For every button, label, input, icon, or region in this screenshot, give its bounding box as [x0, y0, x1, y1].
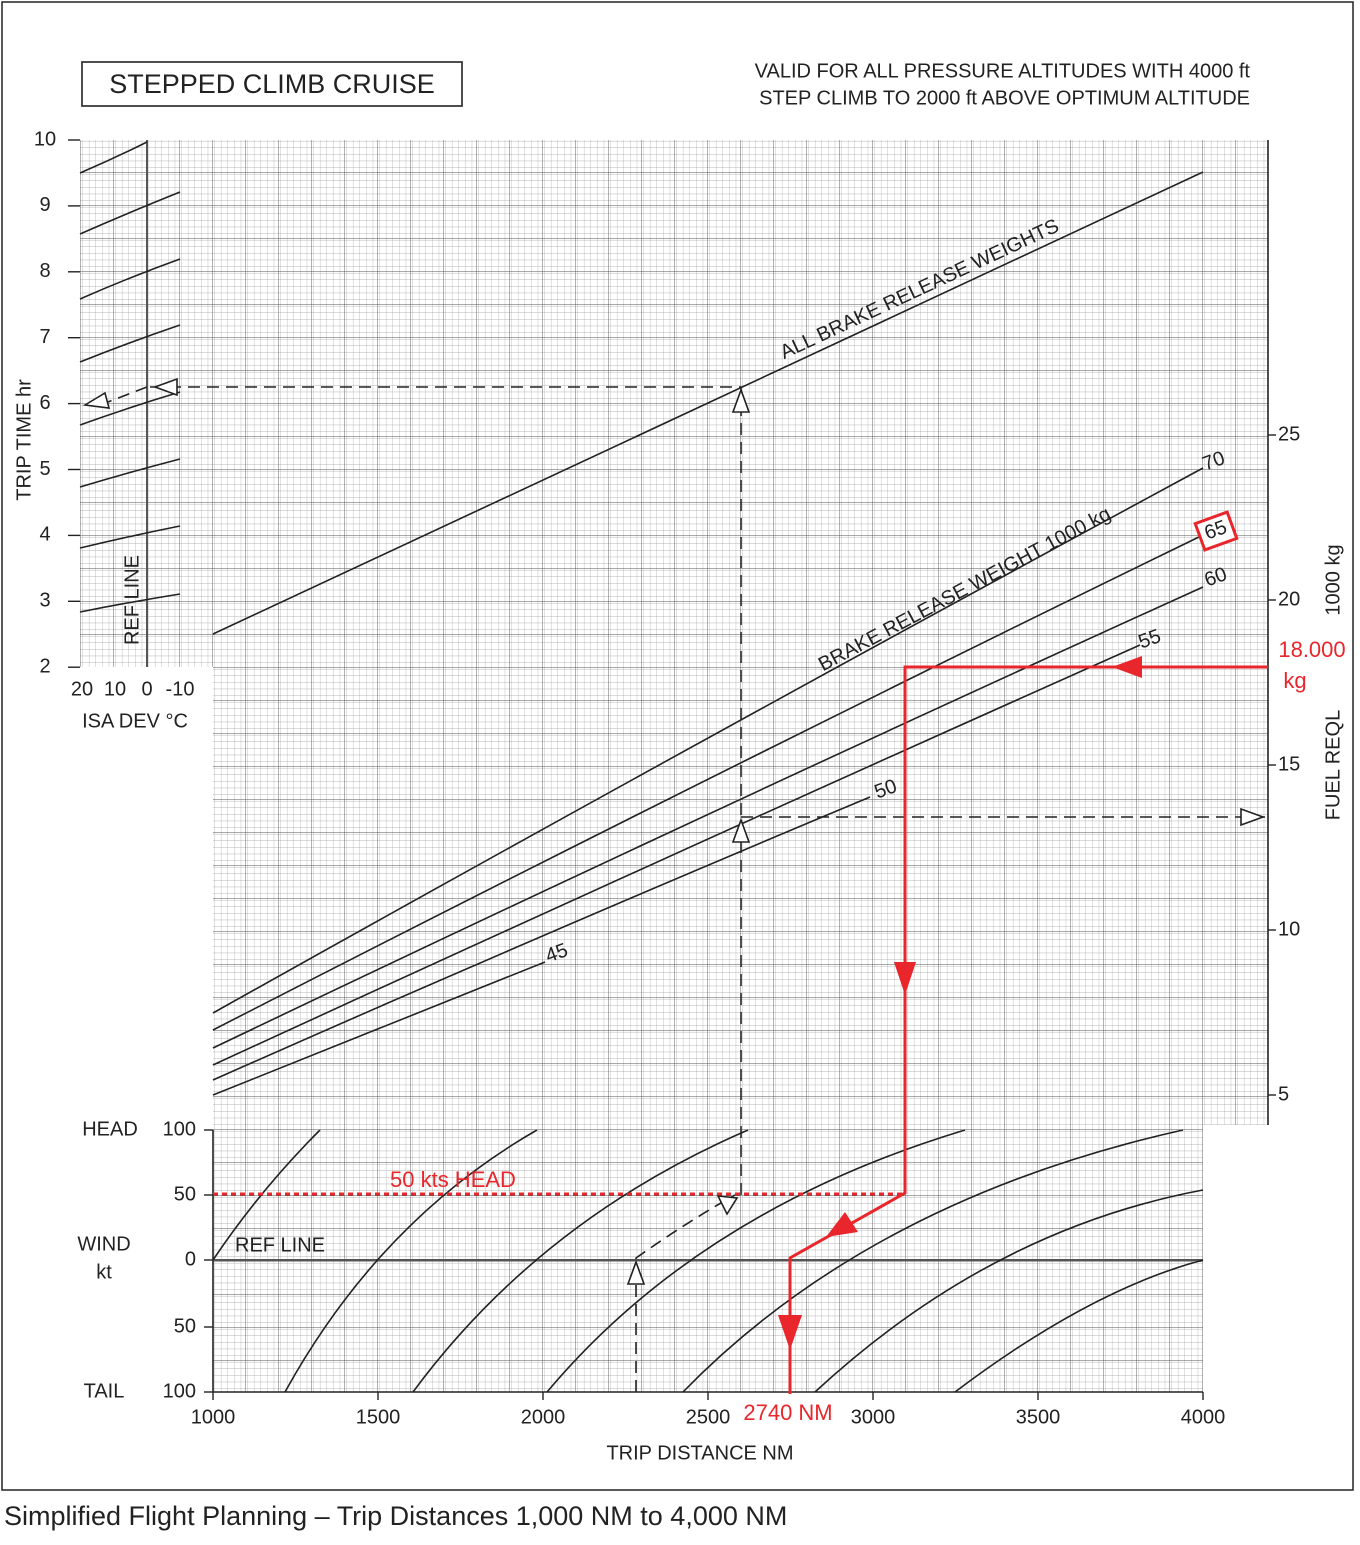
arrow [626, 1259, 646, 1285]
wind-curve [412, 1129, 749, 1393]
weight-line [212, 961, 546, 1096]
red-arrow [778, 1315, 802, 1350]
wind-curve [682, 1129, 1184, 1393]
distance-annotation: 2740 NM [743, 1400, 832, 1425]
main-grid [180, 140, 1268, 1392]
tick-label: 20 [71, 678, 93, 700]
label-bg [735, 1400, 841, 1426]
wind-curve [546, 1129, 966, 1393]
tick-label: 3 [39, 590, 50, 612]
tick-label: 3500 [1016, 1406, 1061, 1428]
note-line: VALID FOR ALL PRESSURE ALTITUDES WITH 40… [755, 60, 1251, 82]
tick-label: 0 [185, 1248, 196, 1270]
highlight-box [1193, 510, 1239, 552]
ref-line-label: REF LINE [121, 555, 143, 645]
tick-label: 10 [1278, 918, 1300, 940]
isa-curves [79, 141, 181, 613]
tick-label: 10 [104, 678, 126, 700]
tick-label: 3000 [851, 1406, 896, 1428]
isa-curve [79, 191, 181, 235]
tick-label: 9 [39, 194, 50, 216]
tick-label: 100 [163, 1380, 196, 1402]
note-line: STEP CLIMB TO 2000 ft ABOVE OPTIMUM ALTI… [759, 87, 1250, 109]
axis-label: TRIP DISTANCE NM [606, 1442, 793, 1464]
axis-label: ISA DEV °C [82, 710, 188, 732]
tick-label: 5 [39, 458, 50, 480]
weight-line [212, 796, 871, 1081]
tick-label: 15 [1278, 753, 1300, 775]
tick-label: 5 [1278, 1083, 1289, 1105]
tick-label: -10 [166, 678, 195, 700]
wind-label: WIND [77, 1233, 130, 1255]
title-box [81, 61, 463, 107]
tick-label: 0 [141, 678, 152, 700]
tick-label: 4 [39, 524, 50, 546]
isa-curve [79, 593, 181, 613]
weight-line [212, 467, 1204, 1014]
arrow [731, 817, 751, 843]
tick-label: 8 [39, 260, 50, 282]
solution-path [788, 665, 1268, 1394]
red-arrow [826, 1212, 858, 1237]
arrow [1240, 807, 1266, 827]
axis-label: TRIP TIME hr [13, 379, 35, 501]
isa-curve [79, 525, 181, 549]
weight-line [212, 534, 1204, 1031]
fuel-annotation: kg [1283, 668, 1306, 693]
wind-curve [284, 1129, 538, 1393]
weight-line [212, 644, 1141, 1066]
axis-label: FUEL REQL [1322, 710, 1344, 820]
wind-annotation: 50 kts HEAD [390, 1167, 516, 1192]
tick-label: 7 [39, 326, 50, 348]
red-arrow [1112, 656, 1142, 678]
isa-curve [79, 258, 181, 300]
example-path [147, 386, 742, 1195]
ref-line-label: REF LINE [235, 1234, 325, 1256]
tick-label: 100 [163, 1118, 196, 1140]
tick-label: 25 [1278, 423, 1300, 445]
tick-label: 50 [174, 1315, 196, 1337]
isa-curve [79, 458, 181, 488]
wind-label: kt [96, 1261, 112, 1283]
arrow [152, 377, 178, 397]
title: STEPPED CLIMB CRUISE [109, 69, 435, 99]
tick-label: 1500 [356, 1406, 401, 1428]
isa-curve [79, 391, 181, 426]
tick-label: 6 [39, 392, 50, 414]
wind-curve [814, 1189, 1204, 1393]
wind-label: TAIL [84, 1380, 125, 1402]
tick-label: 10 [34, 128, 56, 150]
caption: Simplified Flight Planning – Trip Distan… [4, 1501, 787, 1531]
arrow [82, 391, 111, 409]
arrow [716, 1195, 739, 1216]
all-weights-line [212, 171, 1204, 635]
wind-curve [212, 1129, 321, 1261]
weight-line [212, 586, 1204, 1049]
arrow [731, 387, 751, 413]
tick-label: 1000 [191, 1406, 236, 1428]
tick-label: 50 [174, 1183, 196, 1205]
isa-curve [79, 324, 181, 363]
tick-label: 2 [39, 655, 50, 677]
wind-label: HEAD [82, 1118, 138, 1140]
red-arrow [894, 962, 916, 995]
tick-label: 20 [1278, 588, 1300, 610]
wind-curve [954, 1259, 1204, 1393]
tick-label: 4000 [1181, 1406, 1226, 1428]
isa-curve [79, 141, 148, 174]
tick-label: 2500 [686, 1406, 731, 1428]
fuel-annotation: 18.000 [1278, 637, 1345, 662]
tick-label: 2000 [521, 1406, 566, 1428]
axis-unit: 1000 kg [1322, 544, 1344, 615]
